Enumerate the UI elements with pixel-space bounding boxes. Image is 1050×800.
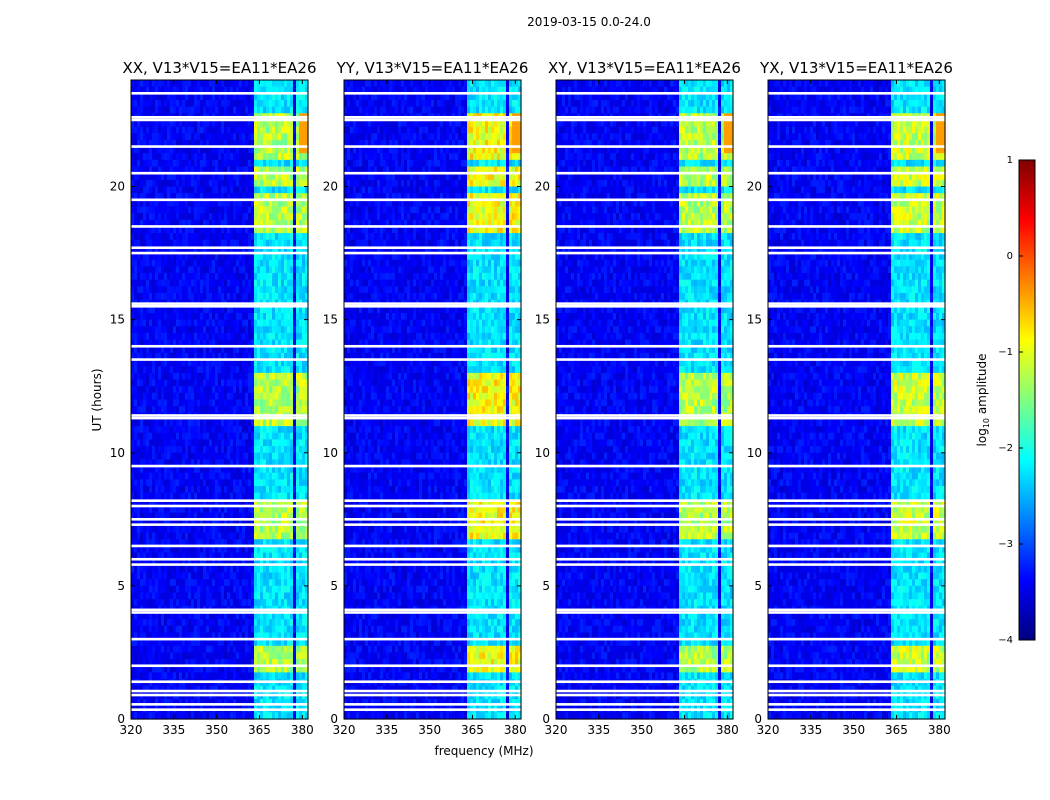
figure: 2019-03-15 0.0-24.0 XX, V13*V15=EA11*EA2… [0,0,1050,800]
figure-title: 2019-03-15 0.0-24.0 [527,15,651,29]
panel-title: XX, V13*V15=EA11*EA26 [122,59,316,77]
spectrogram [131,80,309,720]
